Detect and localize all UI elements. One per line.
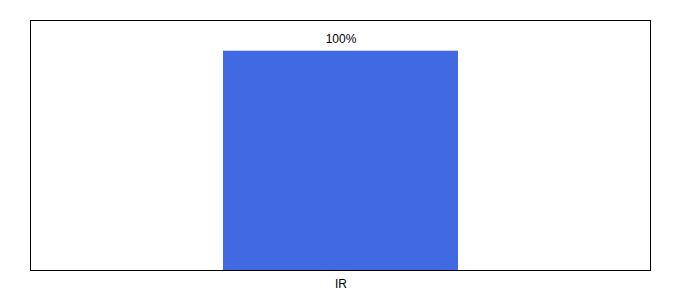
svg-text:100%: 100% [326, 32, 357, 46]
svg-text:IR: IR [335, 277, 347, 291]
